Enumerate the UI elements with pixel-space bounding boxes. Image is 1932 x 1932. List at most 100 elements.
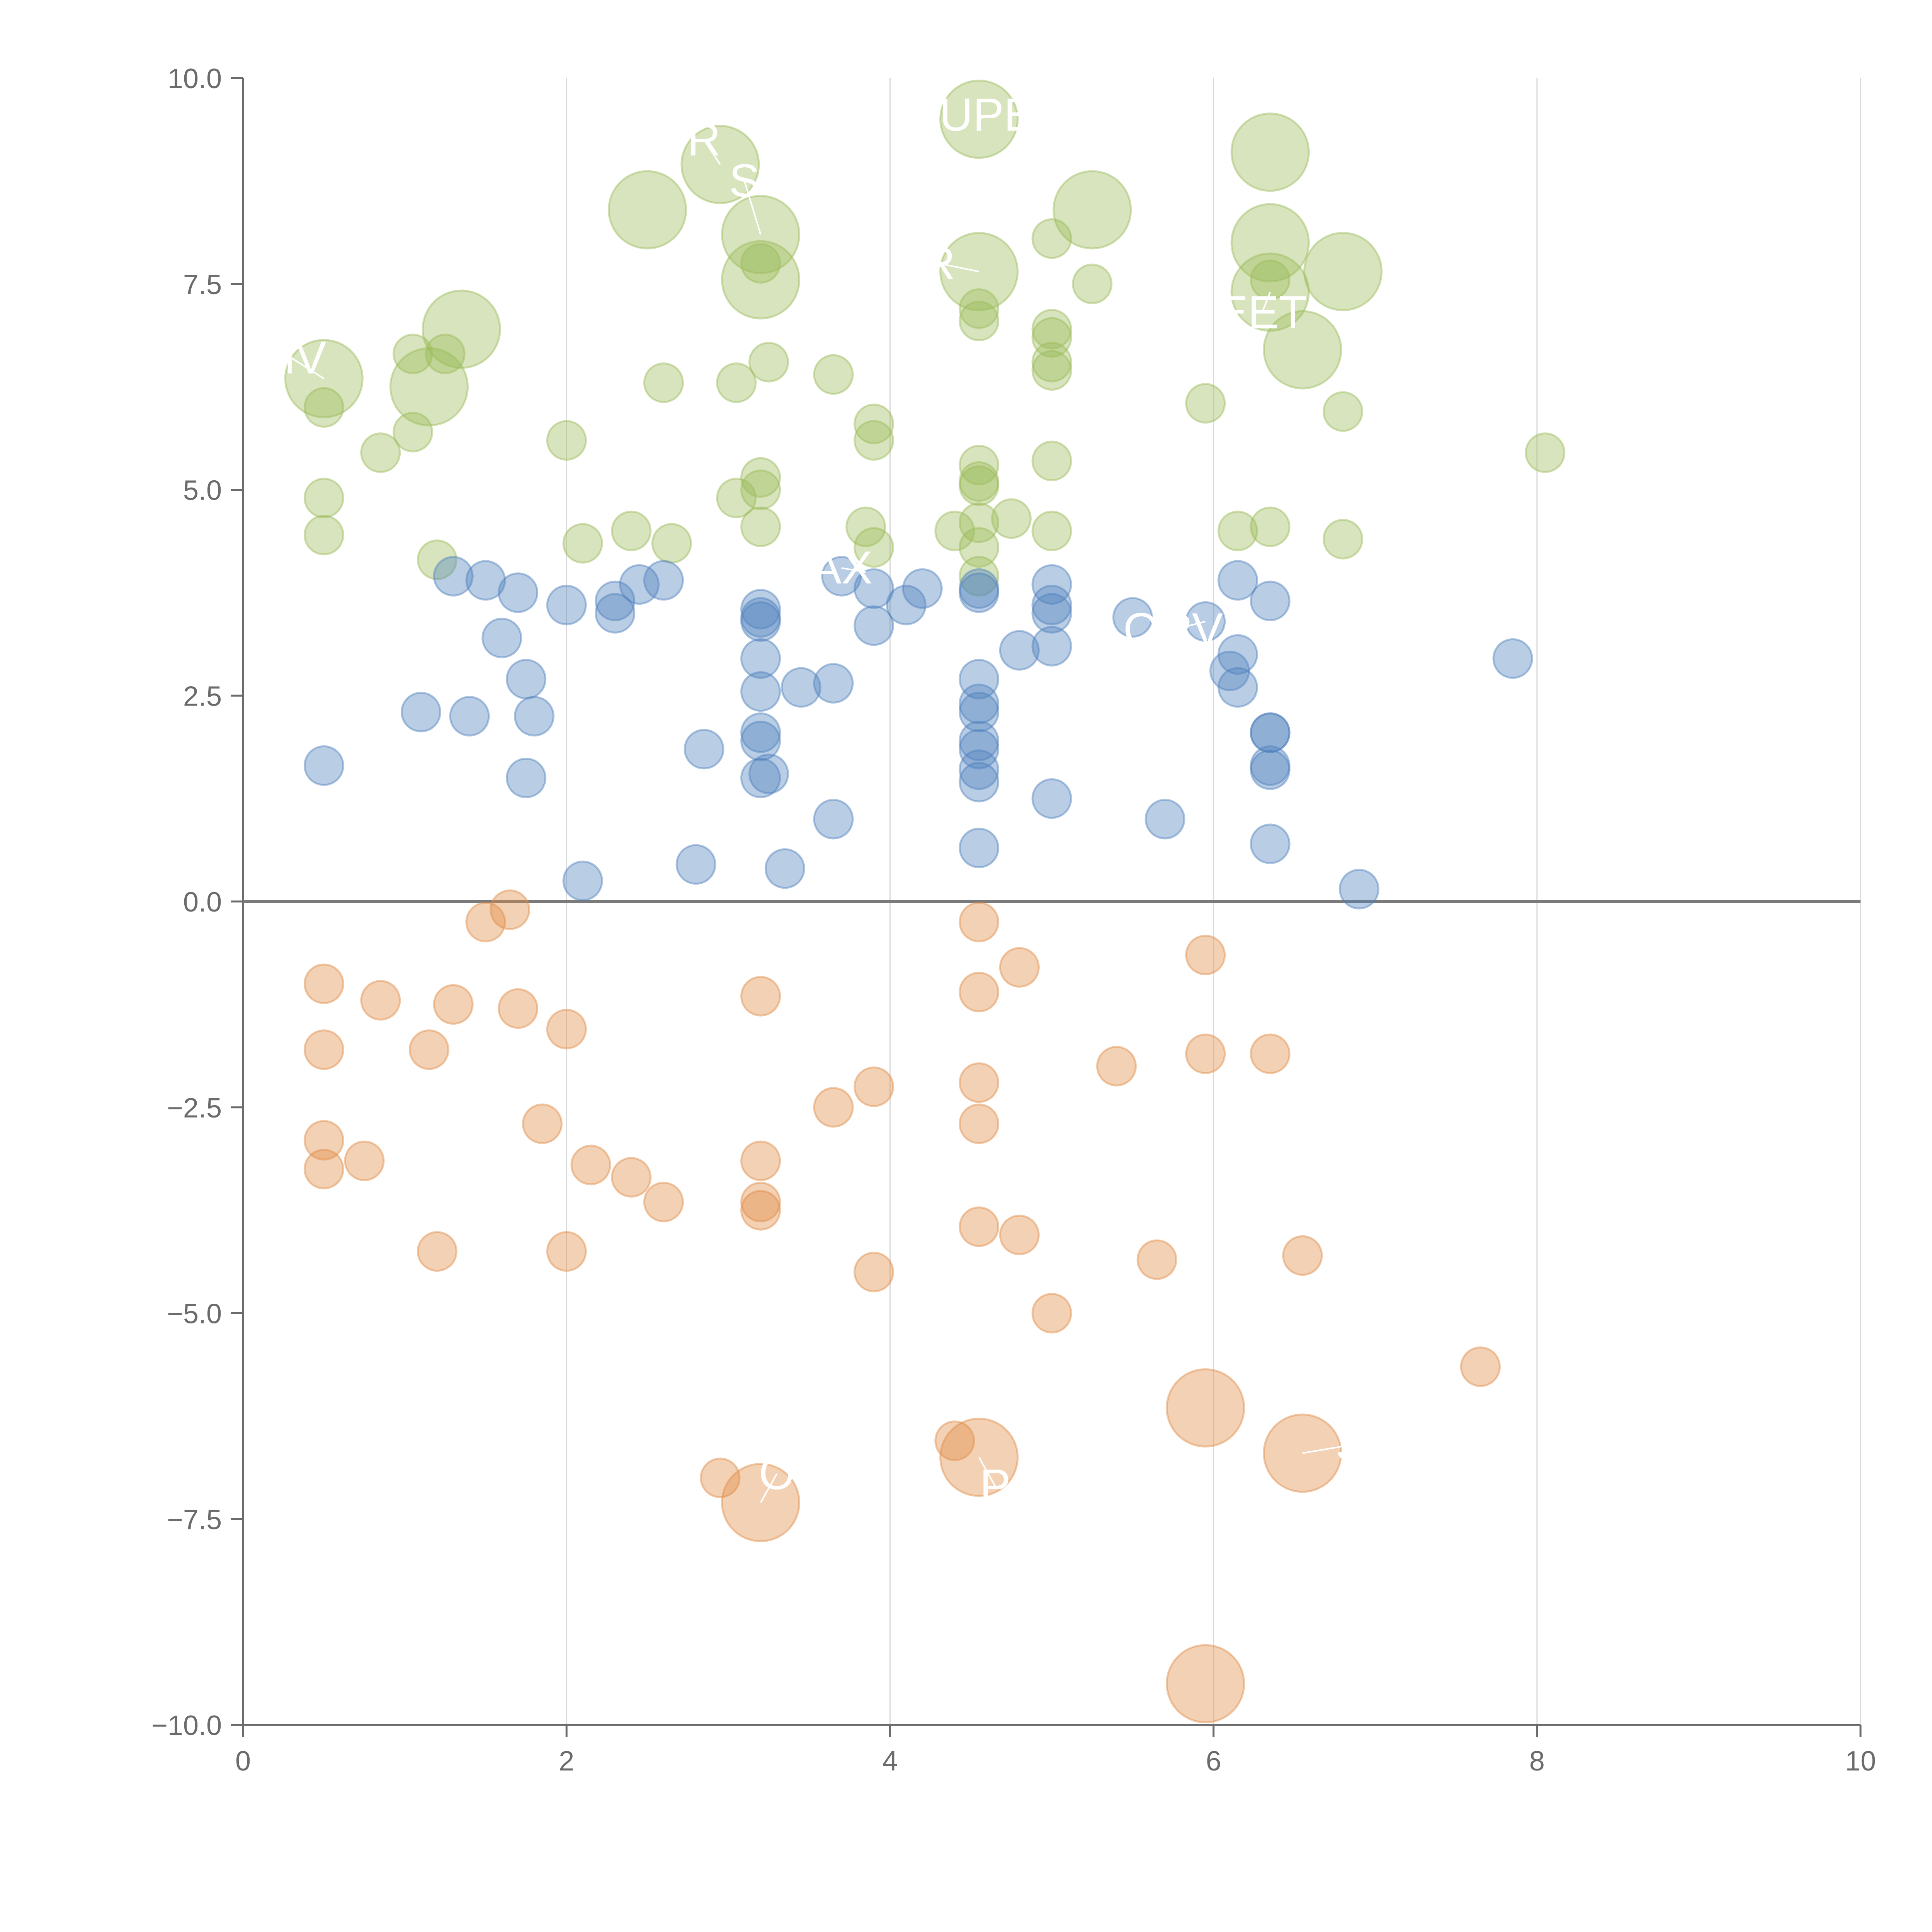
annotation-label: R (922, 237, 956, 289)
green-point (959, 288, 1000, 329)
green-point (425, 333, 466, 374)
blue-point (959, 720, 1000, 761)
orange-point (1460, 1346, 1501, 1387)
green-point (748, 342, 789, 383)
green-point (611, 510, 652, 551)
green-big-point (1263, 310, 1342, 389)
green-point (1031, 510, 1072, 551)
orange-point (1136, 1239, 1177, 1280)
orange-point (408, 1029, 449, 1070)
green-point (562, 523, 603, 564)
orange-point (490, 889, 531, 930)
green-point (1031, 342, 1072, 383)
blue-point (959, 659, 1000, 700)
blue-point (902, 568, 943, 609)
blue-point (959, 568, 1000, 609)
green-point (393, 333, 434, 374)
orange-point (570, 1145, 611, 1185)
x-tick-label: 6 (1206, 1746, 1221, 1777)
blue-point (959, 762, 1000, 803)
blue-point (1217, 634, 1258, 675)
y-tick-label: 2.5 (183, 681, 222, 712)
blue-point (514, 696, 554, 737)
blue-point (1031, 593, 1072, 634)
orange-point (303, 963, 344, 1004)
green-point (1322, 519, 1363, 560)
orange-point (740, 1190, 781, 1231)
green-point (1525, 432, 1566, 473)
green-point (1217, 510, 1258, 551)
orange-point (498, 988, 539, 1029)
orange-point (303, 1120, 344, 1161)
green-point (1250, 259, 1291, 300)
orange-point (1282, 1235, 1323, 1276)
green-point (991, 498, 1032, 539)
green-point (716, 362, 757, 403)
orange-point (854, 1066, 895, 1107)
annotation-label: MV (257, 332, 327, 384)
blue-point (1492, 638, 1533, 679)
blue-point (675, 844, 716, 885)
blue-point (506, 659, 547, 700)
orange-point (522, 1103, 563, 1144)
annotation-leader-line (978, 1457, 996, 1486)
blue-point (781, 667, 821, 708)
orange-point (643, 1182, 684, 1223)
blue-point (959, 827, 1000, 868)
green-point (360, 432, 401, 473)
blue-point (595, 593, 636, 634)
dots-layer (284, 80, 1566, 1723)
blue-point (1338, 869, 1379, 910)
orange-point (417, 1231, 457, 1272)
green-big-point (1230, 203, 1310, 282)
y-tick-label: 5.0 (183, 475, 222, 506)
green-point (716, 478, 757, 519)
green-point (959, 301, 1000, 342)
axis-layer: 0 2 4 6 8 10 10.0 7.5 5.0 2.5 0.0 −2.5 −5.0 −7.5 −10.0 (151, 63, 1876, 1777)
blue-point (740, 712, 781, 753)
x-tick-label: 2 (559, 1746, 574, 1777)
blue-point (748, 753, 789, 794)
green-big-point (389, 347, 469, 427)
green-big-point (608, 170, 687, 250)
orange-point (1096, 1046, 1137, 1087)
blue-point (1112, 597, 1153, 638)
orange-point (934, 1420, 975, 1461)
orange-point (1185, 935, 1226, 976)
green-point (813, 354, 854, 395)
orange-point (959, 901, 1000, 942)
green-point (740, 506, 781, 547)
green-point (546, 420, 587, 461)
green-point (1322, 391, 1363, 432)
annotation-leader-line (291, 357, 325, 379)
blue-point (1250, 745, 1291, 786)
orange-point (1185, 1033, 1226, 1074)
blue-point (813, 663, 854, 704)
orange-point (465, 901, 506, 942)
blue-point (959, 729, 1000, 770)
orange-point (959, 1103, 1000, 1144)
green-point (959, 556, 1000, 597)
orange-point (959, 1206, 1000, 1247)
blue-point (740, 588, 781, 629)
blue-point (1031, 564, 1072, 605)
annotation-label: UPE (939, 89, 1035, 141)
green-point (417, 539, 457, 580)
blue-point (740, 720, 781, 761)
green-point (651, 523, 692, 564)
orange-point (360, 980, 401, 1021)
orange-point (611, 1157, 652, 1198)
blue-point (506, 757, 547, 798)
x-tick-label: 4 (882, 1746, 898, 1777)
green-point (1031, 440, 1072, 481)
blue-point (959, 572, 1000, 613)
annotation-label: O (759, 1447, 795, 1499)
blue-point (1250, 712, 1291, 753)
blue-point (449, 696, 490, 737)
green-point (1072, 264, 1113, 304)
annotation-label: S (729, 155, 760, 206)
orange-point (740, 1140, 781, 1181)
blue-point (1217, 667, 1258, 708)
